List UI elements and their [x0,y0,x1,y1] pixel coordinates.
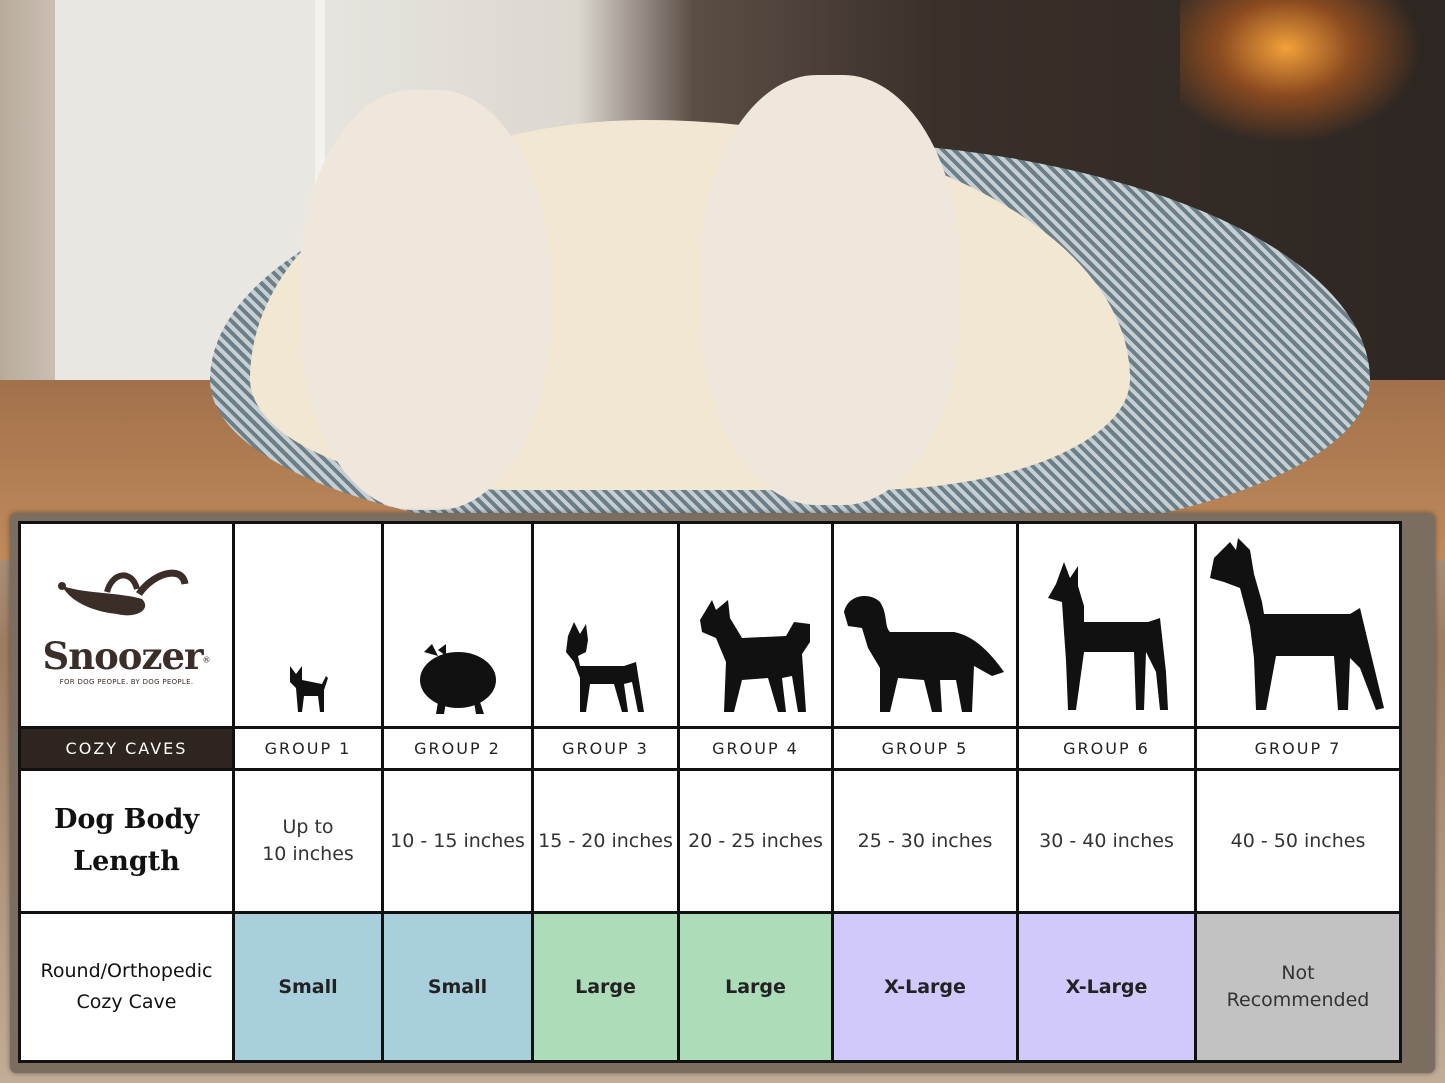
silhouette-group-3 [531,521,680,729]
length-cell: 40 - 50 inches [1194,768,1402,914]
product-photo [0,0,1445,560]
length-cell: 20 - 25 inches [677,768,834,914]
product-line-label: COZY CAVES [18,726,235,771]
silhouette-group-5 [831,521,1019,729]
size-cell: Small [381,911,534,1063]
brand-name: Snoozer [42,634,203,678]
group-label: GROUP 1 [232,726,384,771]
length-cell: 25 - 30 inches [831,768,1019,914]
snoozer-dog-logo-icon [57,569,188,616]
group-label: GROUP 5 [831,726,1019,771]
brand-tagline: FOR DOG PEOPLE. BY DOG PEOPLE. [59,678,194,686]
brand-logo: Snoozer® FOR DOG PEOPLE. BY DOG PEOPLE. [18,521,235,729]
chihuahua-icon [290,666,328,712]
group-label: GROUP 7 [1194,726,1402,771]
size-cell: Not Recommended [1194,911,1402,1063]
group-label: GROUP 6 [1016,726,1197,771]
length-cell: 10 - 15 inches [381,768,534,914]
boston-terrier-icon [565,622,644,712]
fireplace [1180,0,1445,160]
silhouette-group-1 [232,521,384,729]
length-cell: 30 - 40 inches [1016,768,1197,914]
shiba-icon [699,600,810,712]
golden-retriever-icon [844,596,1004,712]
silhouette-group-6 [1016,521,1197,729]
size-cell: X-Large [831,911,1019,1063]
pomeranian-icon [419,644,496,714]
size-cell: Large [677,911,834,1063]
size-cell: Small [232,911,384,1063]
row-header-bed-size: Round/Orthopedic Cozy Cave [18,911,235,1063]
silhouette-group-7 [1194,521,1402,729]
size-cell: X-Large [1016,911,1197,1063]
row-header-body-length-text: Dog Body Length [53,804,200,877]
group-label: GROUP 3 [531,726,680,771]
row-header-body-length: Dog Body Length [18,768,235,914]
dog-right [700,75,960,505]
group-label: GROUP 2 [381,726,534,771]
great-dane-icon [1210,538,1384,710]
size-cell: Large [531,911,680,1063]
dog-left [300,90,550,510]
length-cell: Up to 10 inches [232,768,384,914]
registered-mark: ® [202,655,211,665]
size-chart: Snoozer® FOR DOG PEOPLE. BY DOG PEOPLE. … [18,521,1402,1063]
silhouette-group-2 [381,521,534,729]
group-label: GROUP 4 [677,726,834,771]
length-cell: 15 - 20 inches [531,768,680,914]
silhouette-group-4 [677,521,834,729]
row-header-bed-size-text: Round/Orthopedic Cozy Cave [40,960,213,1013]
doberman-icon [1047,562,1168,710]
